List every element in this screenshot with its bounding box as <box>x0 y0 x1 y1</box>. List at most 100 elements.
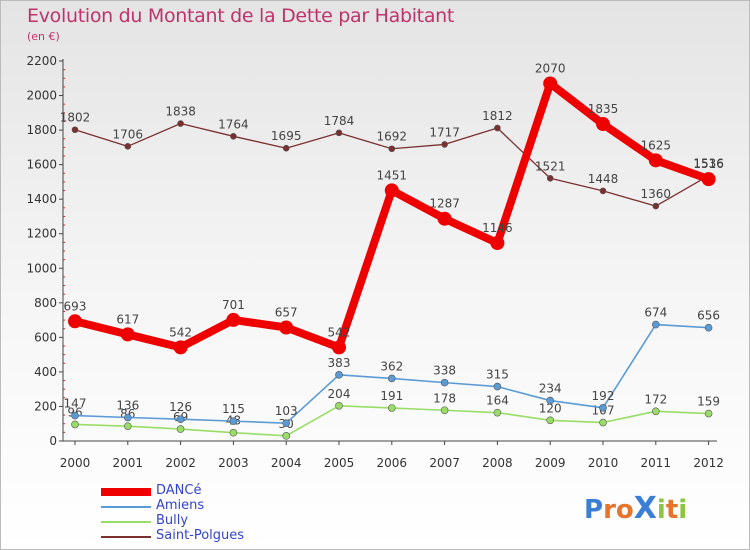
y-tick-label: 1000 <box>26 261 57 275</box>
data-label-amiens: 362 <box>380 359 403 373</box>
data-point-saint-polgues <box>177 120 184 127</box>
data-point-danc- <box>701 172 716 187</box>
data-label-danc-: 1625 <box>641 138 672 152</box>
data-label-danc-: 657 <box>275 306 298 320</box>
data-point-danc- <box>120 327 135 342</box>
data-label-bully: 191 <box>380 389 403 403</box>
data-label-saint-polgues: 1521 <box>535 159 566 173</box>
data-label-saint-polgues: 1448 <box>588 172 619 186</box>
data-label-danc-: 617 <box>116 312 139 326</box>
x-tick-label: 2006 <box>377 456 408 470</box>
data-label-amiens: 126 <box>169 400 192 414</box>
data-point-bully <box>229 428 238 437</box>
legend-label-saint-polgues: Saint-Polgues <box>156 528 245 543</box>
data-point-bully <box>493 408 502 417</box>
x-tick-label: 2007 <box>429 456 460 470</box>
y-tick-label: 1600 <box>26 158 57 172</box>
data-label-amiens: 103 <box>275 404 298 418</box>
data-point-saint-polgues <box>230 133 237 140</box>
data-point-amiens <box>71 411 79 420</box>
data-point-danc- <box>490 236 505 251</box>
data-label-amiens: 234 <box>539 382 562 396</box>
data-label-amiens: 338 <box>433 364 456 378</box>
data-label-danc-: 2070 <box>535 61 566 75</box>
data-point-danc- <box>226 312 241 327</box>
y-tick-label: 1800 <box>26 123 57 137</box>
data-point-danc- <box>384 183 399 198</box>
data-label-amiens: 136 <box>116 399 139 413</box>
legend-label-dance: DANCé <box>156 483 202 498</box>
data-point-saint-polgues <box>388 145 396 153</box>
data-point-danc- <box>173 340 188 355</box>
data-label-amiens: 315 <box>486 368 509 382</box>
data-point-bully <box>124 422 132 430</box>
data-point-danc- <box>68 314 82 329</box>
data-label-bully: 159 <box>697 395 720 409</box>
y-tick-label: 2000 <box>26 89 57 103</box>
data-label-danc-: 1835 <box>588 102 619 116</box>
x-tick-label: 2005 <box>324 456 355 470</box>
data-point-danc- <box>596 117 610 132</box>
x-tick-label: 2009 <box>535 456 566 470</box>
data-point-amiens <box>229 417 238 425</box>
x-tick-label: 2003 <box>218 456 249 470</box>
data-label-saint-polgues: 1784 <box>324 114 355 128</box>
data-point-danc- <box>648 153 663 168</box>
data-label-amiens: 192 <box>592 389 615 403</box>
data-label-saint-polgues: 1764 <box>218 117 249 131</box>
data-point-amiens <box>282 419 291 428</box>
data-point-amiens <box>546 396 555 405</box>
y-tick-label: 800 <box>34 296 57 310</box>
data-point-danc- <box>543 76 558 91</box>
data-point-amiens <box>440 378 449 387</box>
data-point-saint-polgues <box>124 143 132 150</box>
data-label-saint-polgues: 1812 <box>482 109 513 123</box>
data-point-saint-polgues <box>441 141 448 148</box>
data-label-bully: 120 <box>539 401 562 415</box>
data-label-danc-: 542 <box>328 325 351 339</box>
data-label-danc-: 1451 <box>377 168 408 182</box>
data-point-amiens <box>176 415 185 424</box>
data-label-bully: 204 <box>328 387 351 401</box>
data-point-danc- <box>279 320 294 335</box>
data-point-bully <box>71 420 79 429</box>
x-tick-label: 2002 <box>165 456 196 470</box>
data-label-saint-polgues: 1692 <box>377 130 408 144</box>
data-label-danc-: 693 <box>64 299 87 313</box>
data-point-amiens <box>599 404 607 412</box>
data-label-amiens: 674 <box>644 306 667 320</box>
y-tick-label: 400 <box>34 365 57 379</box>
data-label-saint-polgues: 1360 <box>641 187 672 201</box>
data-label-saint-polgues: 1536 <box>693 157 724 171</box>
data-point-danc- <box>332 340 346 355</box>
x-tick-label: 2000 <box>60 456 91 470</box>
data-label-saint-polgues: 1695 <box>271 129 302 143</box>
data-label-bully: 164 <box>486 394 509 408</box>
data-point-danc- <box>437 211 452 226</box>
x-tick-label: 2004 <box>271 456 302 470</box>
data-point-bully <box>387 404 396 412</box>
x-tick-label: 2010 <box>588 456 619 470</box>
data-label-amiens: 147 <box>64 397 87 411</box>
data-point-saint-polgues <box>282 144 290 152</box>
data-point-bully <box>599 418 607 427</box>
data-point-bully <box>282 432 291 440</box>
data-label-amiens: 115 <box>222 402 245 416</box>
proxiti-logo: ProXiti <box>584 491 688 526</box>
legend-swatch-amiens <box>101 506 151 508</box>
data-label-danc-: 701 <box>222 298 245 312</box>
x-tick-label: 2001 <box>113 456 144 470</box>
data-point-bully <box>335 401 343 410</box>
chart-subtitle: (en €) <box>27 30 60 43</box>
data-point-amiens <box>335 371 343 379</box>
data-label-danc-: 1287 <box>429 197 460 211</box>
legend-label-amiens: Amiens <box>156 498 205 513</box>
data-point-saint-polgues <box>335 129 343 137</box>
data-label-bully: 172 <box>644 392 667 406</box>
y-tick-label: 200 <box>34 399 57 413</box>
data-point-saint-polgues <box>599 187 607 195</box>
data-point-amiens <box>493 382 502 391</box>
data-label-amiens: 656 <box>697 309 720 323</box>
y-tick-label: 1200 <box>26 227 57 241</box>
